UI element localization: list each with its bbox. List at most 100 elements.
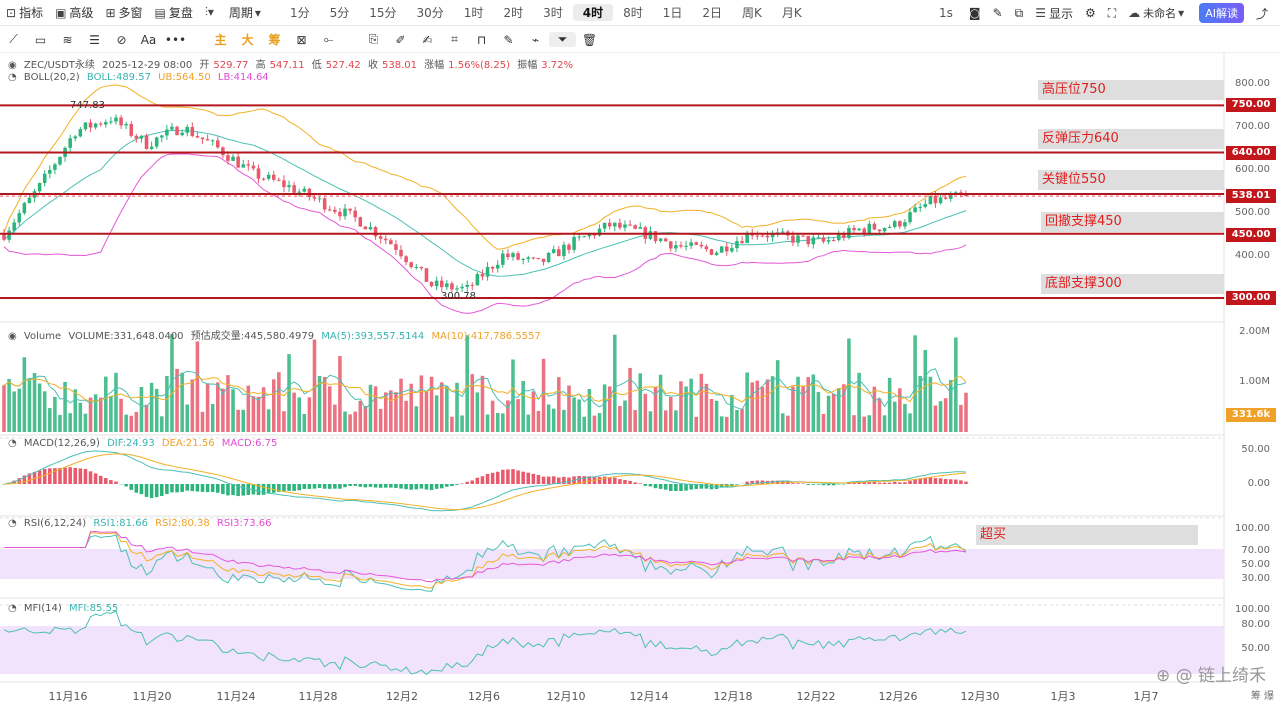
brush-tool-icon[interactable]: ⊘ bbox=[116, 32, 127, 47]
candle bbox=[399, 249, 403, 257]
camera-icon[interactable]: ◙ bbox=[968, 6, 981, 20]
volume-bar bbox=[755, 380, 760, 432]
bell-icon[interactable]: ◔ bbox=[8, 72, 17, 83]
pullback-support-annotation[interactable]: 回撤支撑450 bbox=[1041, 212, 1224, 232]
macd-bar bbox=[511, 469, 515, 484]
multiwindow-button[interactable]: ⊞ 多窗 bbox=[99, 2, 148, 24]
external-icon[interactable]: ⧉ bbox=[1014, 5, 1024, 20]
overbought-annotation[interactable]: 超买 bbox=[976, 525, 1198, 545]
big-order-button[interactable]: 大 bbox=[241, 33, 254, 47]
axis-tick: 100.00 bbox=[1235, 523, 1270, 534]
ai-interpret-button[interactable]: AI解读 bbox=[1199, 3, 1244, 23]
pattern-tool-icon[interactable]: ≋ bbox=[62, 32, 73, 47]
macd-bar bbox=[399, 484, 403, 489]
candle bbox=[236, 156, 240, 168]
interval-selector[interactable]: 1s bbox=[939, 6, 953, 20]
timeframe-6[interactable]: 3时 bbox=[543, 6, 563, 20]
fib-tool-icon[interactable]: ☰ bbox=[89, 32, 100, 47]
candle bbox=[811, 237, 816, 245]
text-tool-icon[interactable]: Aa bbox=[140, 32, 157, 47]
macd-bar bbox=[195, 484, 200, 492]
macd-bar bbox=[770, 480, 775, 484]
rebound-pressure-annotation[interactable]: 反弹压力640 bbox=[1038, 129, 1224, 149]
candle bbox=[48, 169, 52, 174]
candle bbox=[373, 227, 378, 237]
macd-bar bbox=[200, 484, 205, 492]
macd-bar bbox=[348, 484, 352, 486]
date-tick: 12月10 bbox=[546, 690, 586, 703]
volume-info: ◉ Volume VOLUME:331,648.0400 预估成交量:445,5… bbox=[8, 327, 545, 342]
measure-icon[interactable]: ⟜ bbox=[323, 32, 334, 46]
lock-icon[interactable]: ⊓ bbox=[476, 32, 487, 47]
timeframe-7[interactable]: 4时 bbox=[572, 4, 614, 21]
tag-icon[interactable]: ⊠ bbox=[296, 32, 307, 47]
low-value: 527.42 bbox=[325, 60, 361, 71]
pencil-icon[interactable]: ✎ bbox=[992, 6, 1003, 20]
eye-icon[interactable]: ◉ bbox=[8, 331, 17, 342]
ruler-icon[interactable]: ⌗ bbox=[451, 32, 458, 46]
highlighter-icon[interactable]: ✍ bbox=[422, 32, 433, 47]
timeframe-9[interactable]: 1日 bbox=[662, 6, 683, 20]
eye-icon[interactable]: ◉ bbox=[8, 60, 17, 71]
volume-bar bbox=[317, 375, 322, 432]
line-tool-icon[interactable]: ⟋ bbox=[9, 32, 18, 46]
candle bbox=[903, 222, 907, 227]
bell-icon[interactable]: ◔ bbox=[8, 603, 17, 614]
rsi3-value: RSI3:73.66 bbox=[216, 518, 272, 529]
share-icon[interactable]: ⤴ bbox=[1255, 6, 1268, 21]
volume-bar bbox=[546, 404, 551, 432]
timeframe-10[interactable]: 2日 bbox=[702, 6, 722, 20]
timeframe-0[interactable]: 1分 bbox=[289, 6, 310, 20]
drawing-toolbar: ⟋ ▭ ≋ ☰ ⊘ Aa ••• 主 大 筹 ⊠ ⟜ ⎘ ✐ ✍ ⌗ ⊓ ✎ ⌁… bbox=[0, 27, 1280, 53]
replay-button[interactable]: ▤ 复盘 bbox=[149, 2, 199, 24]
timeframe-11[interactable]: 周K bbox=[742, 6, 762, 20]
candle bbox=[119, 117, 123, 126]
layout-button[interactable]: ☁ 未命名 ▾ bbox=[1122, 2, 1193, 24]
more-tools-icon[interactable]: ••• bbox=[164, 32, 187, 47]
timeframe-5[interactable]: 2时 bbox=[503, 6, 524, 20]
copy-icon[interactable]: ⎘ bbox=[368, 32, 379, 46]
filter-icon[interactable]: ⏷ bbox=[549, 32, 576, 47]
volume-bar bbox=[531, 391, 536, 432]
main-force-button[interactable]: 主 bbox=[214, 33, 227, 47]
bell-icon[interactable]: ◔ bbox=[8, 518, 17, 529]
volume-bar bbox=[801, 385, 805, 432]
fullscreen-icon[interactable]: ⛶ bbox=[1107, 5, 1117, 20]
timeframe-8[interactable]: 8时 bbox=[623, 6, 643, 20]
trash-icon[interactable]: 🗑 bbox=[581, 32, 598, 47]
advanced-button[interactable]: ▣ 高级 bbox=[49, 2, 99, 24]
volume-bar bbox=[913, 335, 917, 432]
timeframe-12[interactable]: 月K bbox=[781, 6, 802, 20]
timeframe-3[interactable]: 30分 bbox=[416, 6, 444, 20]
bottom-support-annotation[interactable]: 底部支撑300 bbox=[1041, 274, 1224, 294]
chart-type-button[interactable]: ⫶▾ bbox=[199, 2, 223, 24]
macd-bar bbox=[180, 484, 184, 492]
macd-bar bbox=[104, 477, 108, 484]
date-tick: 11月16 bbox=[48, 690, 88, 703]
volume-bar bbox=[154, 388, 159, 432]
period-dropdown[interactable]: 周期 ▾ bbox=[223, 2, 270, 24]
candle bbox=[394, 244, 398, 250]
key-level-annotation[interactable]: 关键位550 bbox=[1038, 170, 1224, 190]
indicators-button[interactable]: ⊡ 指标 bbox=[0, 2, 49, 24]
magnet-icon[interactable]: ⌁ bbox=[531, 32, 540, 47]
timeframe-4[interactable]: 1时 bbox=[463, 6, 484, 20]
volume-bar bbox=[521, 380, 525, 432]
display-button[interactable]: ☰ 显示 bbox=[1029, 2, 1079, 24]
volume-bar bbox=[160, 416, 164, 432]
chips-button[interactable]: 筹 bbox=[268, 33, 281, 47]
timeframe-1[interactable]: 5分 bbox=[329, 6, 350, 20]
edit-icon[interactable]: ✎ bbox=[503, 32, 514, 47]
volume-ma5: MA(5):393,557.5144 bbox=[321, 331, 425, 342]
high-pressure-annotation[interactable]: 高压位750 bbox=[1038, 80, 1224, 100]
bell-icon[interactable]: ◔ bbox=[8, 438, 17, 449]
rectangle-tool-icon[interactable]: ▭ bbox=[34, 32, 47, 47]
date-tick: 12月22 bbox=[796, 690, 836, 703]
macd-bar bbox=[811, 484, 816, 485]
pen-icon[interactable]: ✐ bbox=[395, 32, 406, 47]
gear-icon[interactable]: ⚙ bbox=[1085, 6, 1096, 20]
candle bbox=[602, 222, 607, 229]
candle bbox=[943, 197, 948, 199]
timeframe-2[interactable]: 15分 bbox=[369, 6, 397, 20]
